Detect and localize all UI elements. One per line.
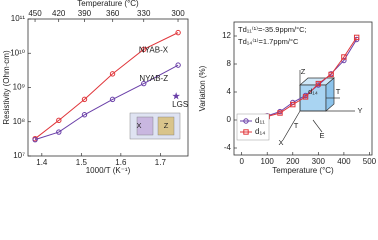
inset-label: d₁₄	[308, 87, 318, 96]
data-point	[341, 54, 347, 60]
x-tick-label: 500	[363, 157, 377, 166]
y-tick-label: 4	[227, 87, 232, 96]
annotation: Td₁₁⁽¹⁾=-35.9ppm/°C;	[238, 25, 307, 34]
x2-tick-label: 450	[28, 9, 42, 18]
series-label: NYAB-Z	[139, 74, 168, 83]
data-point	[175, 62, 181, 68]
data-point	[81, 96, 88, 103]
x-tick-label: 300	[312, 157, 326, 166]
data-point	[277, 110, 283, 116]
data-point	[56, 117, 62, 124]
x-axis-title: 1000/T (K⁻¹)	[86, 166, 131, 175]
x-tick-label: 0	[239, 157, 244, 166]
y-tick-label: 0	[227, 115, 232, 124]
data-point	[172, 92, 180, 100]
x-tick-label: 1.5	[76, 158, 88, 167]
data-point	[175, 29, 181, 36]
data-point	[56, 129, 62, 135]
data-point	[315, 80, 322, 87]
inset-label: X	[278, 138, 283, 147]
data-point	[290, 101, 296, 108]
legend-label: d₁₁	[255, 116, 265, 125]
inset-label: Z	[301, 67, 306, 76]
inset-label: X	[136, 121, 141, 130]
y-axis-title: Variation (%)	[198, 65, 207, 111]
y-tick-label: 10¹¹	[11, 14, 26, 23]
y-tick-label: 10⁹	[13, 83, 25, 92]
x-tick-label: 200	[286, 157, 300, 166]
series-label: NYAB-X	[139, 46, 169, 55]
x-tick-label: 1.6	[115, 158, 127, 167]
inset-label: E	[319, 131, 324, 140]
plot-frame	[233, 21, 373, 156]
x2-tick-label: 330	[137, 9, 151, 18]
y-axis-title: Resistivity (Ohm·cm)	[2, 50, 11, 125]
x-tick-label: 1.4	[36, 158, 48, 167]
series-line	[34, 32, 179, 140]
data-point	[141, 80, 147, 87]
data-point	[353, 34, 360, 41]
data-point	[81, 112, 88, 118]
inset-label: Z	[164, 121, 169, 130]
y-tick-label: 12	[222, 31, 231, 40]
legend-box	[236, 113, 270, 141]
inset-cube	[282, 70, 355, 141]
inset-crystal	[129, 112, 181, 140]
data-point	[302, 94, 309, 100]
inset-label: Y	[357, 106, 362, 115]
y-tick-label: -4	[224, 143, 232, 152]
annotation: Td₁₄⁽¹⁾=1.7ppm/°C	[238, 37, 299, 46]
x2-tick-label: 360	[106, 9, 120, 18]
x2-tick-label: 390	[78, 9, 92, 18]
y-tick-label: 10⁷	[13, 151, 25, 160]
series-label: LGS	[172, 100, 188, 109]
y-tick-label: 10⁸	[13, 117, 25, 126]
data-point	[32, 136, 38, 143]
data-point	[109, 96, 116, 103]
inset-label: T	[336, 87, 341, 96]
legend-marker	[243, 118, 249, 124]
inset-label: T	[294, 121, 299, 130]
x-axis-title: Temperature (°C)	[272, 166, 334, 175]
series-line	[34, 64, 179, 141]
y-tick-label: 8	[227, 59, 232, 68]
x2-axis-title: Temperature (°C)	[77, 0, 139, 8]
x2-tick-label: 300	[171, 9, 185, 18]
x2-tick-label: 420	[52, 9, 66, 18]
legend-marker	[243, 129, 249, 135]
x-tick-label: 100	[261, 157, 275, 166]
legend-label: d₁₄	[255, 127, 265, 136]
x-tick-label: 400	[337, 157, 351, 166]
data-point	[141, 46, 147, 53]
data-point	[109, 71, 116, 77]
data-point	[328, 71, 334, 78]
x-tick-label: 1.7	[155, 158, 167, 167]
y-tick-label: 10¹⁰	[10, 48, 25, 57]
